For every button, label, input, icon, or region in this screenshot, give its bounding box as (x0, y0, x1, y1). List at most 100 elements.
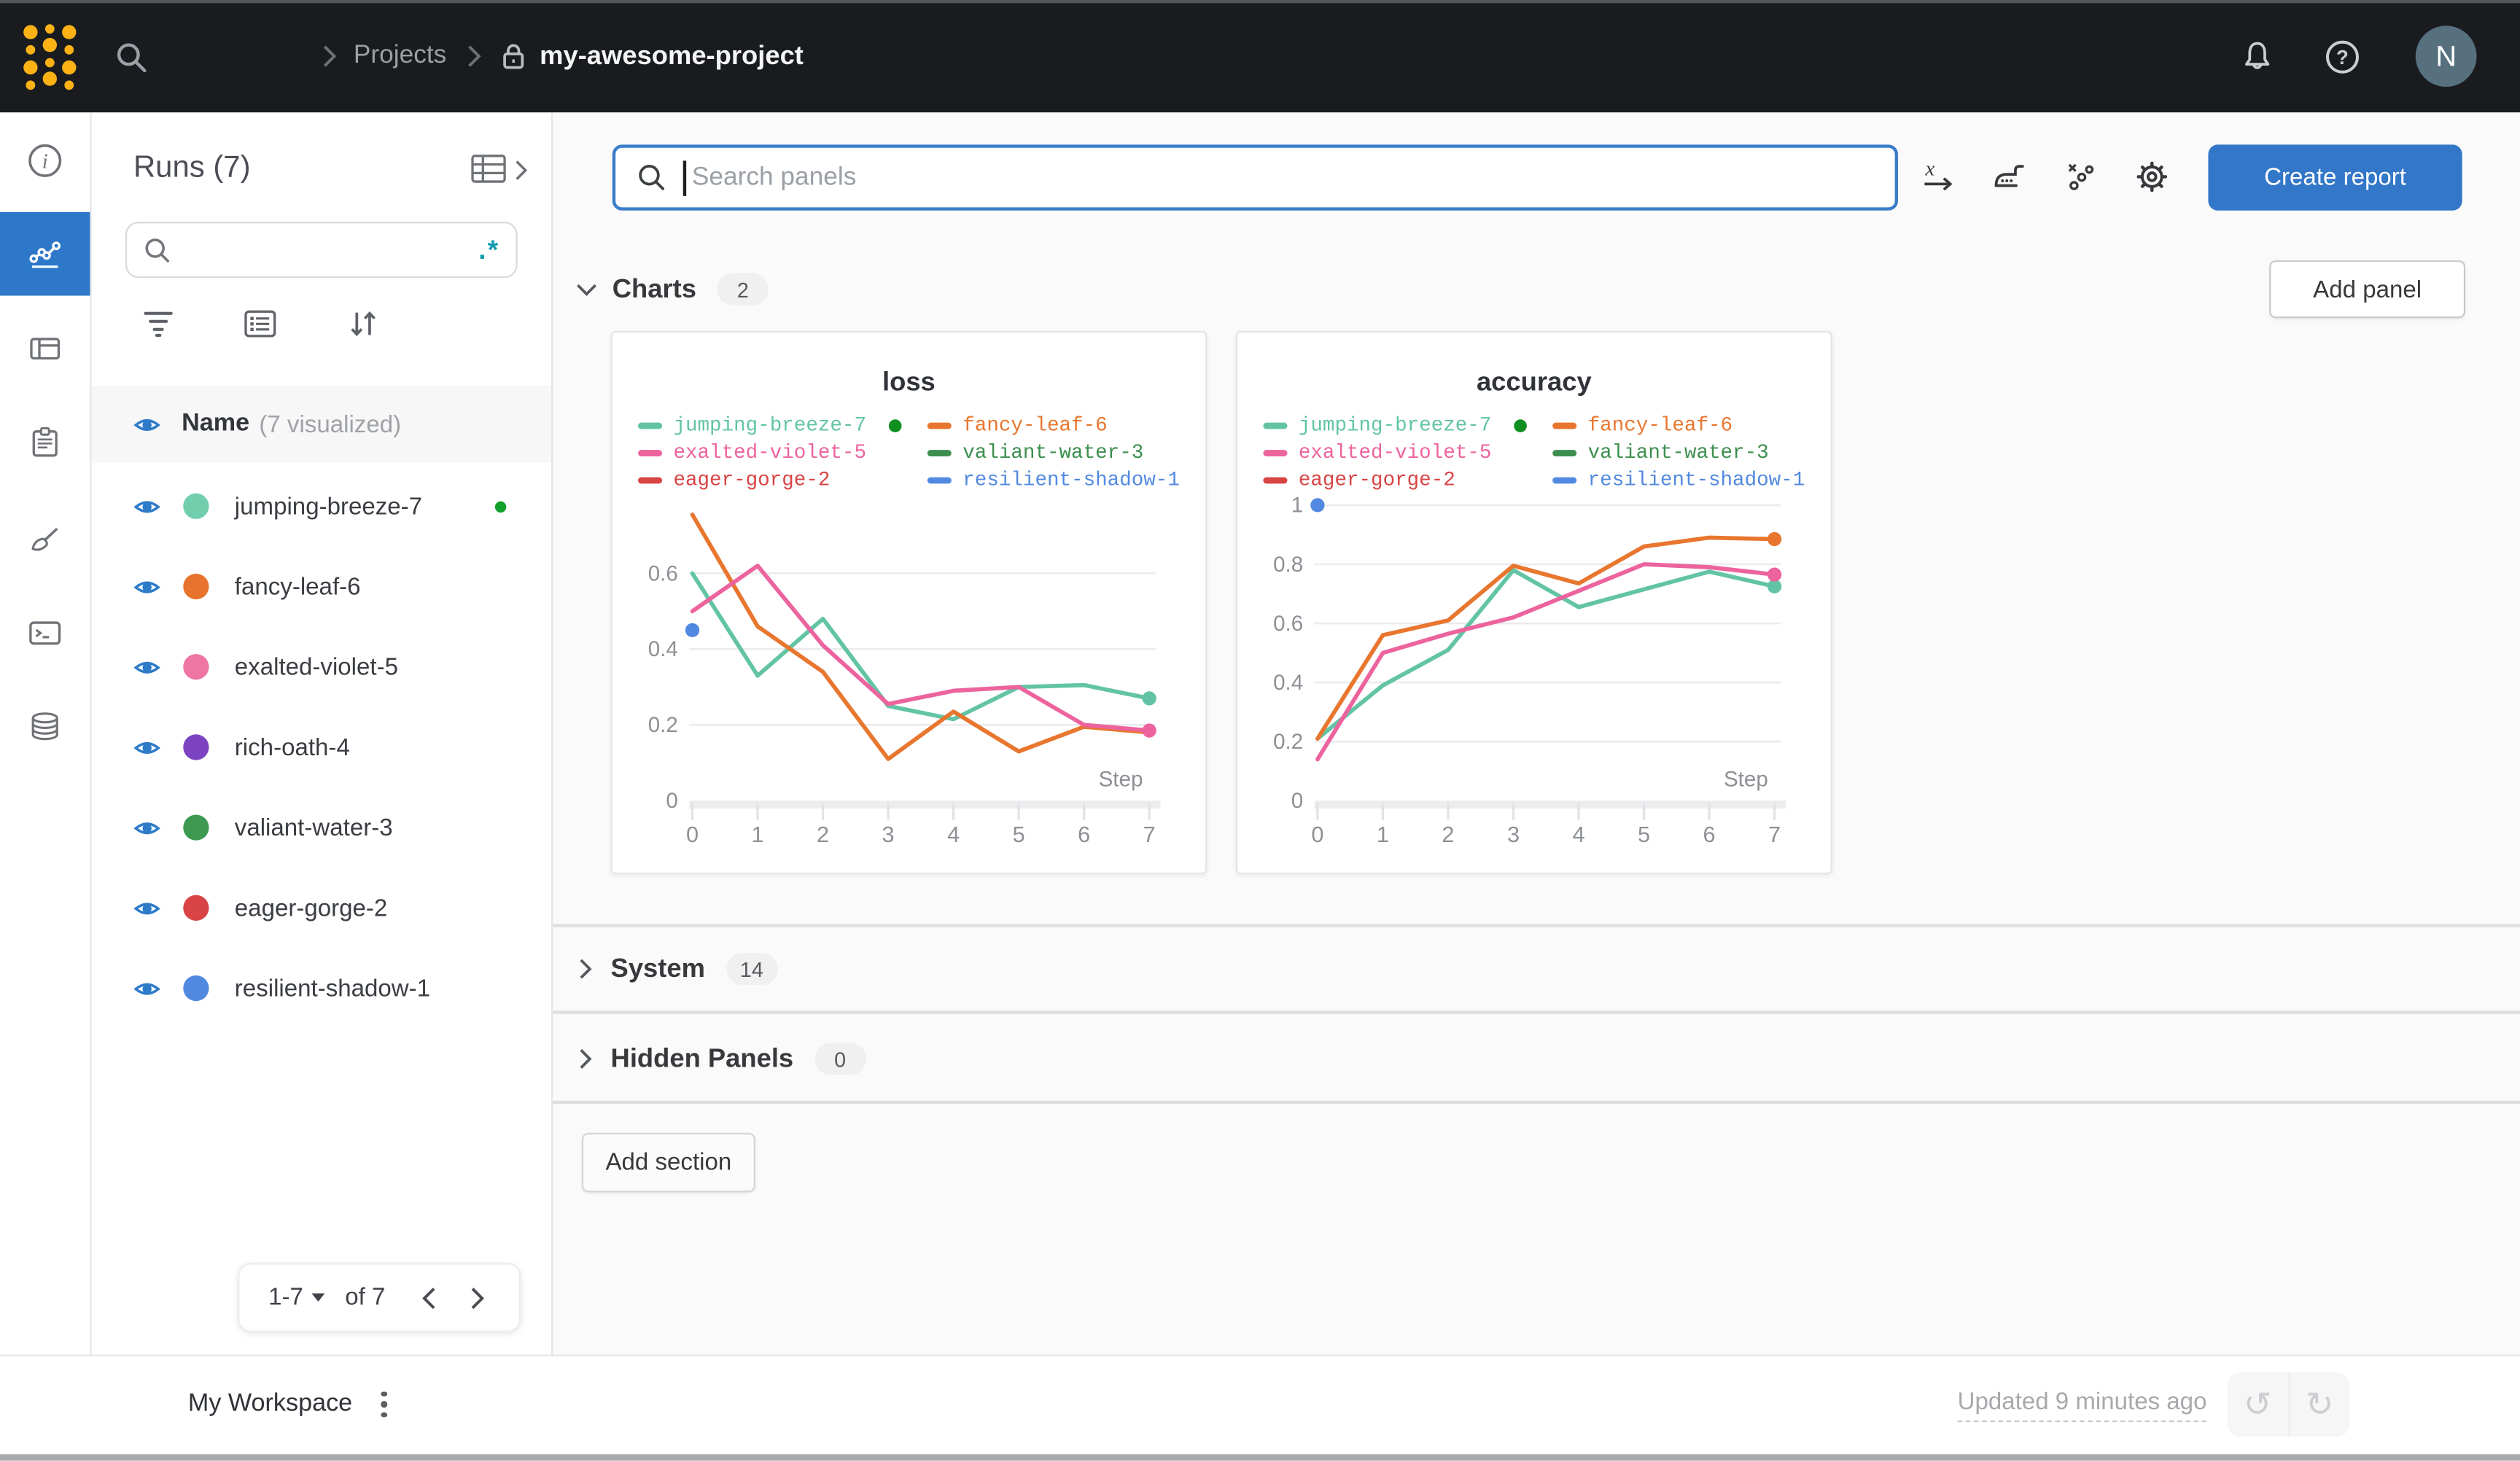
rail-artifacts-button[interactable] (0, 685, 90, 768)
rail-overview-button[interactable]: i (0, 119, 90, 203)
legend-item[interactable]: fancy-leaf-6 (1552, 415, 1805, 437)
svg-text:Step: Step (1724, 768, 1768, 792)
page-range-dropdown[interactable]: 1-7 (268, 1284, 303, 1312)
text-cursor (682, 160, 686, 195)
svg-text:i: i (42, 149, 48, 173)
add-panel-button[interactable]: Add panel (2269, 260, 2466, 319)
run-row[interactable]: fancy-leaf-6 (92, 546, 551, 626)
breadcrumb-projects[interactable]: Projects (353, 42, 447, 69)
rail-logs-button[interactable] (0, 591, 90, 675)
chart-svg[interactable]: 0 0.2 0.4 0.6 0.8 1 0 1 2 3 4 5 6 7 Step (1237, 332, 1830, 873)
svg-text:4: 4 (947, 822, 960, 847)
svg-text:0.4: 0.4 (648, 637, 678, 661)
run-name: fancy-leaf-6 (234, 572, 361, 601)
panel-search-box[interactable] (612, 144, 1899, 211)
legend-item[interactable]: resilient-shadow-1 (1552, 470, 1805, 491)
outliers-icon[interactable] (2064, 159, 2099, 194)
legend-label: exalted-violet-5 (673, 442, 867, 464)
table-icon (30, 338, 61, 360)
filter-icon[interactable] (143, 310, 174, 338)
svg-text:5: 5 (1013, 822, 1025, 847)
scrollbar[interactable] (0, 1454, 2520, 1461)
notifications-bell-icon[interactable] (2239, 39, 2276, 76)
rail-jobs-button[interactable] (0, 400, 90, 484)
wandb-logo-icon[interactable] (19, 21, 80, 92)
svg-text:2: 2 (1442, 822, 1454, 847)
info-icon: i (28, 144, 62, 177)
legend-item[interactable]: eager-gorge-2 (1263, 469, 1527, 492)
chart-svg[interactable]: 0 0.2 0.4 0.6 0 1 2 3 4 5 6 7 Step (612, 332, 1205, 873)
legend-item[interactable]: valiant-water-3 (927, 442, 1180, 464)
legend-item[interactable]: valiant-water-3 (1552, 442, 1805, 464)
lock-icon (502, 44, 524, 69)
global-search-icon[interactable] (114, 40, 149, 75)
legend-item[interactable]: resilient-shadow-1 (927, 470, 1180, 491)
add-section-button[interactable]: Add section (581, 1132, 755, 1193)
workspace-menu-icon[interactable] (381, 1391, 387, 1418)
run-color-dot (183, 654, 209, 680)
help-icon[interactable]: ? (2324, 39, 2361, 76)
x-axis-settings-icon[interactable]: x (1921, 159, 1956, 194)
eye-icon[interactable] (133, 897, 160, 919)
last-updated-label[interactable]: Updated 9 minutes ago (1957, 1387, 2207, 1422)
rail-workspace-button[interactable] (0, 211, 90, 296)
chart-panel-accuracy[interactable]: accuracy jumping-breeze-7 fancy-leaf-6 exal… (1235, 331, 1832, 875)
run-row[interactable]: resilient-shadow-1 (92, 948, 551, 1028)
eye-icon[interactable] (133, 978, 160, 999)
eye-icon[interactable] (133, 737, 160, 758)
section-charts-header[interactable]: Charts 2 (575, 267, 769, 312)
legend-item[interactable]: exalted-violet-5 (1263, 442, 1527, 464)
eye-icon[interactable] (133, 656, 160, 677)
create-report-button[interactable]: Create report (2208, 144, 2462, 211)
redo-icon[interactable]: ↻ (2305, 1386, 2334, 1423)
group-list-icon[interactable] (244, 310, 276, 338)
legend-dash-icon (1552, 478, 1577, 483)
legend-item[interactable]: eager-gorge-2 (637, 470, 902, 491)
rail-sweeps-button[interactable] (0, 499, 90, 583)
eye-icon[interactable] (133, 414, 160, 435)
eye-icon[interactable] (133, 576, 160, 597)
svg-text:1: 1 (1291, 494, 1303, 518)
legend-item[interactable]: fancy-leaf-6 (927, 415, 1180, 437)
run-row[interactable]: valiant-water-3 (92, 787, 551, 868)
legend-dash-icon (1263, 423, 1288, 429)
smoothing-iron-icon[interactable] (1991, 159, 2026, 194)
prev-page-icon[interactable] (421, 1285, 437, 1310)
legend-item[interactable]: jumping-breeze-7 (1263, 415, 1527, 437)
avatar[interactable]: N (2415, 26, 2477, 87)
search-icon (145, 238, 170, 262)
regex-toggle[interactable]: .* (478, 233, 500, 265)
undo-icon[interactable]: ↺ (2228, 1372, 2290, 1437)
breadcrumb-project-name[interactable]: my-awesome-project (540, 41, 804, 70)
run-list-header[interactable]: Name (7 visualized) (91, 385, 552, 463)
run-row[interactable]: eager-gorge-2 (92, 868, 551, 948)
left-rail: i (0, 112, 92, 1355)
legend-dash-icon (637, 450, 663, 456)
runs-search-input[interactable] (182, 235, 479, 265)
legend-item[interactable]: exalted-violet-5 (637, 442, 902, 464)
legend-item[interactable]: jumping-breeze-7 (637, 414, 902, 437)
run-row[interactable]: rich-oath-4 (92, 707, 551, 787)
runs-search-box[interactable]: .* (125, 222, 518, 278)
legend-label: eager-gorge-2 (1298, 469, 1455, 492)
next-page-icon[interactable] (469, 1285, 485, 1310)
eye-icon[interactable] (133, 817, 160, 838)
settings-gear-icon[interactable] (2134, 159, 2169, 194)
panel-search-input[interactable] (688, 161, 1895, 194)
section-system-header[interactable]: System 14 (578, 946, 778, 991)
run-row[interactable]: exalted-violet-5 (92, 627, 551, 707)
eye-icon[interactable] (133, 496, 160, 517)
runs-table-toggle[interactable] (471, 155, 529, 187)
legend-dash-icon (1263, 478, 1288, 483)
legend-label: jumping-breeze-7 (673, 414, 867, 437)
workspace-name[interactable]: My Workspace (187, 1390, 353, 1418)
rail-table-button[interactable] (0, 307, 90, 391)
chart-panel-loss[interactable]: loss jumping-breeze-7 fancy-leaf-6 exalted-… (610, 331, 1208, 875)
sort-icon[interactable] (347, 308, 379, 339)
run-color-dot (183, 573, 209, 600)
run-color-dot (183, 814, 209, 841)
svg-text:0: 0 (686, 822, 699, 847)
run-row[interactable]: jumping-breeze-7 (92, 466, 551, 546)
section-hidden-panels-header[interactable]: Hidden Panels 0 (578, 1037, 866, 1082)
legend-label: valiant-water-3 (962, 442, 1144, 464)
